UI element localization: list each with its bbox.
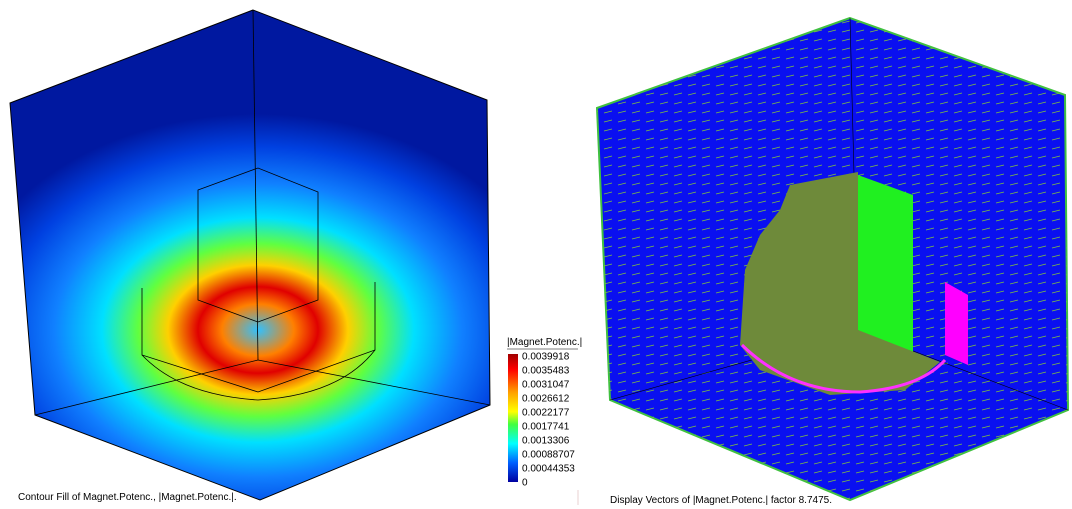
color-bar [508,354,518,482]
contour-view [9,9,491,501]
left-caption: Contour Fill of Magnet.Potenc., |Magnet.… [18,492,237,503]
right-caption: Display Vectors of |Magnet.Potenc.| fact… [610,495,832,506]
legend-title: |Magnet.Potenc.| [507,337,582,348]
legend-label: 0.0039918 [522,352,570,363]
legend-label: 0.00044353 [522,464,575,475]
vector-view [595,16,1070,502]
legend-label: 0.0035483 [522,366,570,377]
legend: |Magnet.Potenc.| 0.0039918 0.0035483 0.003… [507,337,582,489]
legend-label: 0.00088707 [522,450,575,461]
legend-label: 0.0031047 [522,380,570,391]
legend-label: 0 [522,478,528,489]
legend-label: 0.0017741 [522,422,570,433]
legend-label: 0.0022177 [522,408,570,419]
legend-label: 0.0026612 [522,394,570,405]
legend-label: 0.0013306 [522,436,570,447]
